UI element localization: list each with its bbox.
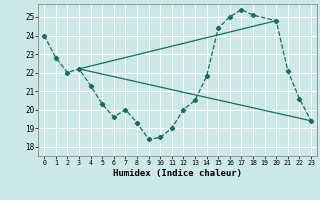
X-axis label: Humidex (Indice chaleur): Humidex (Indice chaleur) [113, 169, 242, 178]
